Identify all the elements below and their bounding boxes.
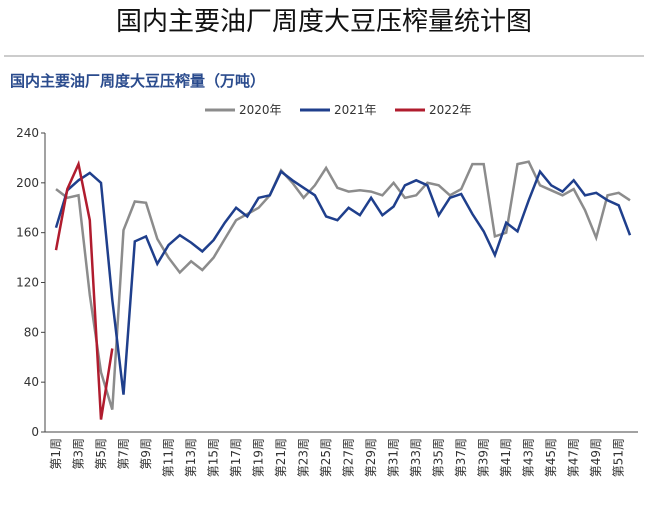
- x-tick-label: 第35周: [432, 438, 446, 477]
- x-tick-label: 第25周: [319, 438, 333, 477]
- x-tick-label: 第19周: [252, 438, 266, 477]
- x-tick-label: 第23周: [297, 438, 311, 477]
- x-tick-label: 第47周: [567, 438, 581, 477]
- series-line: [54, 160, 114, 420]
- series-line: [55, 160, 631, 410]
- chart-title: 国内主要油厂周度大豆压榨量（万吨）: [10, 72, 265, 90]
- x-tick-label: 第33周: [409, 438, 423, 477]
- x-tick-label: 第5周: [94, 438, 108, 470]
- x-tick-label: 第1周: [49, 438, 63, 470]
- x-tick-label: 第3周: [72, 438, 86, 470]
- y-tick-label: 240: [16, 126, 39, 140]
- x-tick-label: 第17周: [229, 438, 243, 477]
- x-tick-label: 第51周: [612, 438, 626, 477]
- x-tick-label: 第9周: [139, 438, 153, 470]
- x-tick-label: 第49周: [589, 438, 603, 477]
- x-tick-label: 第29周: [364, 438, 378, 477]
- x-tick-label: 第37周: [454, 438, 468, 477]
- y-tick-label: 120: [16, 276, 39, 290]
- page-title: 国内主要油厂周度大豆压榨量统计图: [116, 7, 532, 37]
- series-line: [54, 169, 632, 395]
- y-tick-label: 40: [24, 375, 39, 389]
- y-tick-label: 200: [16, 176, 39, 190]
- x-tick-label: 第7周: [117, 438, 131, 470]
- x-tick-label: 第13周: [184, 438, 198, 477]
- x-tick-label: 第39周: [477, 438, 491, 477]
- x-tick-label: 第41周: [499, 438, 513, 477]
- legend-label: 2022年: [429, 103, 472, 117]
- x-tick-label: 第15周: [207, 438, 221, 477]
- x-tick-label: 第27周: [342, 438, 356, 477]
- x-tick-label: 第11周: [162, 438, 176, 477]
- y-tick-label: 160: [16, 226, 39, 240]
- x-tick-label: 第45周: [544, 438, 558, 477]
- legend-label: 2021年: [334, 103, 377, 117]
- x-tick-label: 第43周: [522, 438, 536, 477]
- y-tick-label: 0: [31, 425, 39, 439]
- x-tick-label: 第21周: [274, 438, 288, 477]
- x-tick-label: 第31周: [387, 438, 401, 477]
- legend-label: 2020年: [239, 103, 282, 117]
- y-tick-label: 80: [24, 325, 39, 339]
